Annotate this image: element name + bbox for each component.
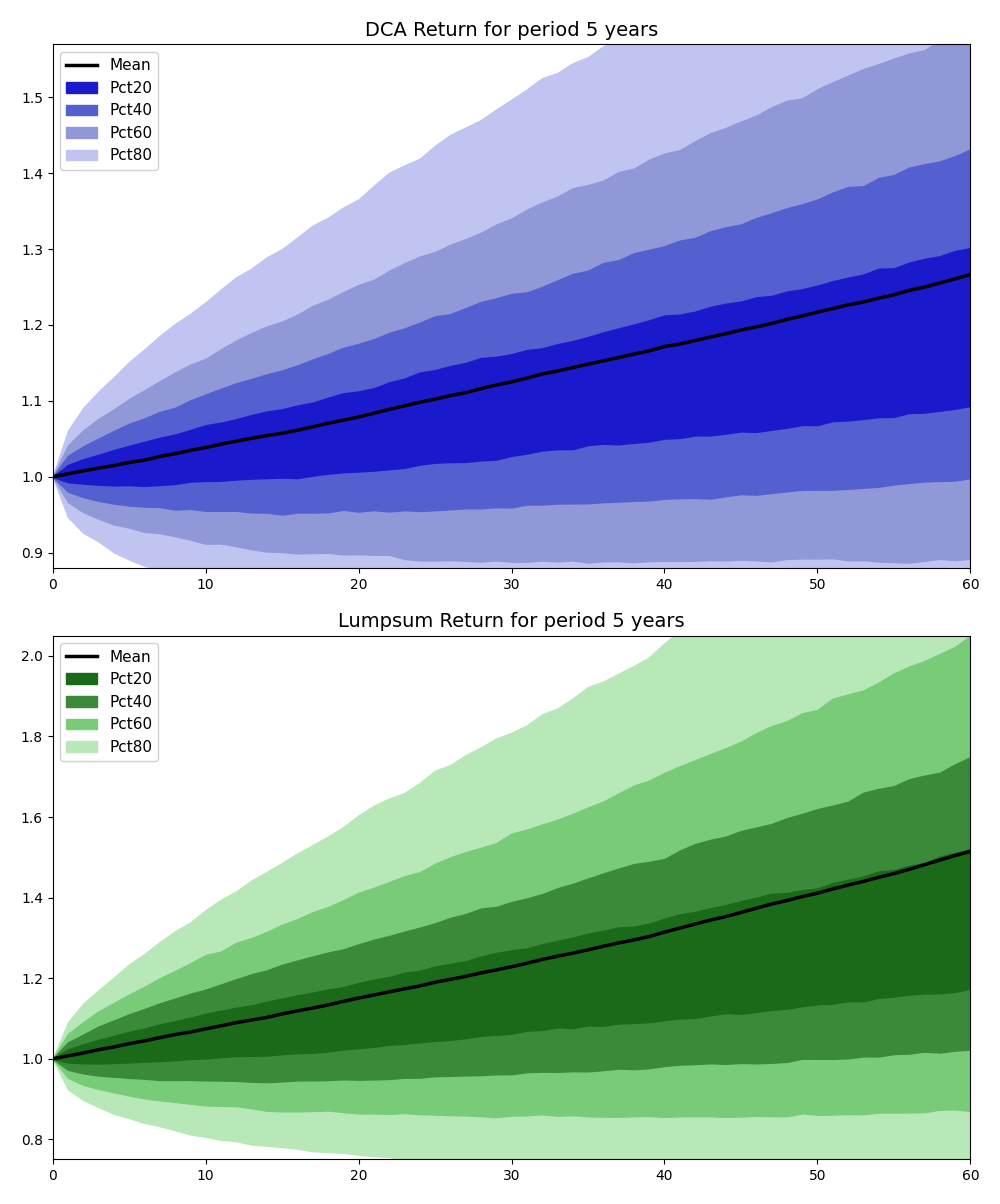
Legend: Mean, Pct20, Pct40, Pct60, Pct80: Mean, Pct20, Pct40, Pct60, Pct80: [60, 643, 158, 761]
Title: Lumpsum Return for period 5 years: Lumpsum Return for period 5 years: [338, 613, 685, 631]
Legend: Mean, Pct20, Pct40, Pct60, Pct80: Mean, Pct20, Pct40, Pct60, Pct80: [60, 52, 158, 170]
Title: DCA Return for period 5 years: DCA Return for period 5 years: [365, 20, 658, 40]
